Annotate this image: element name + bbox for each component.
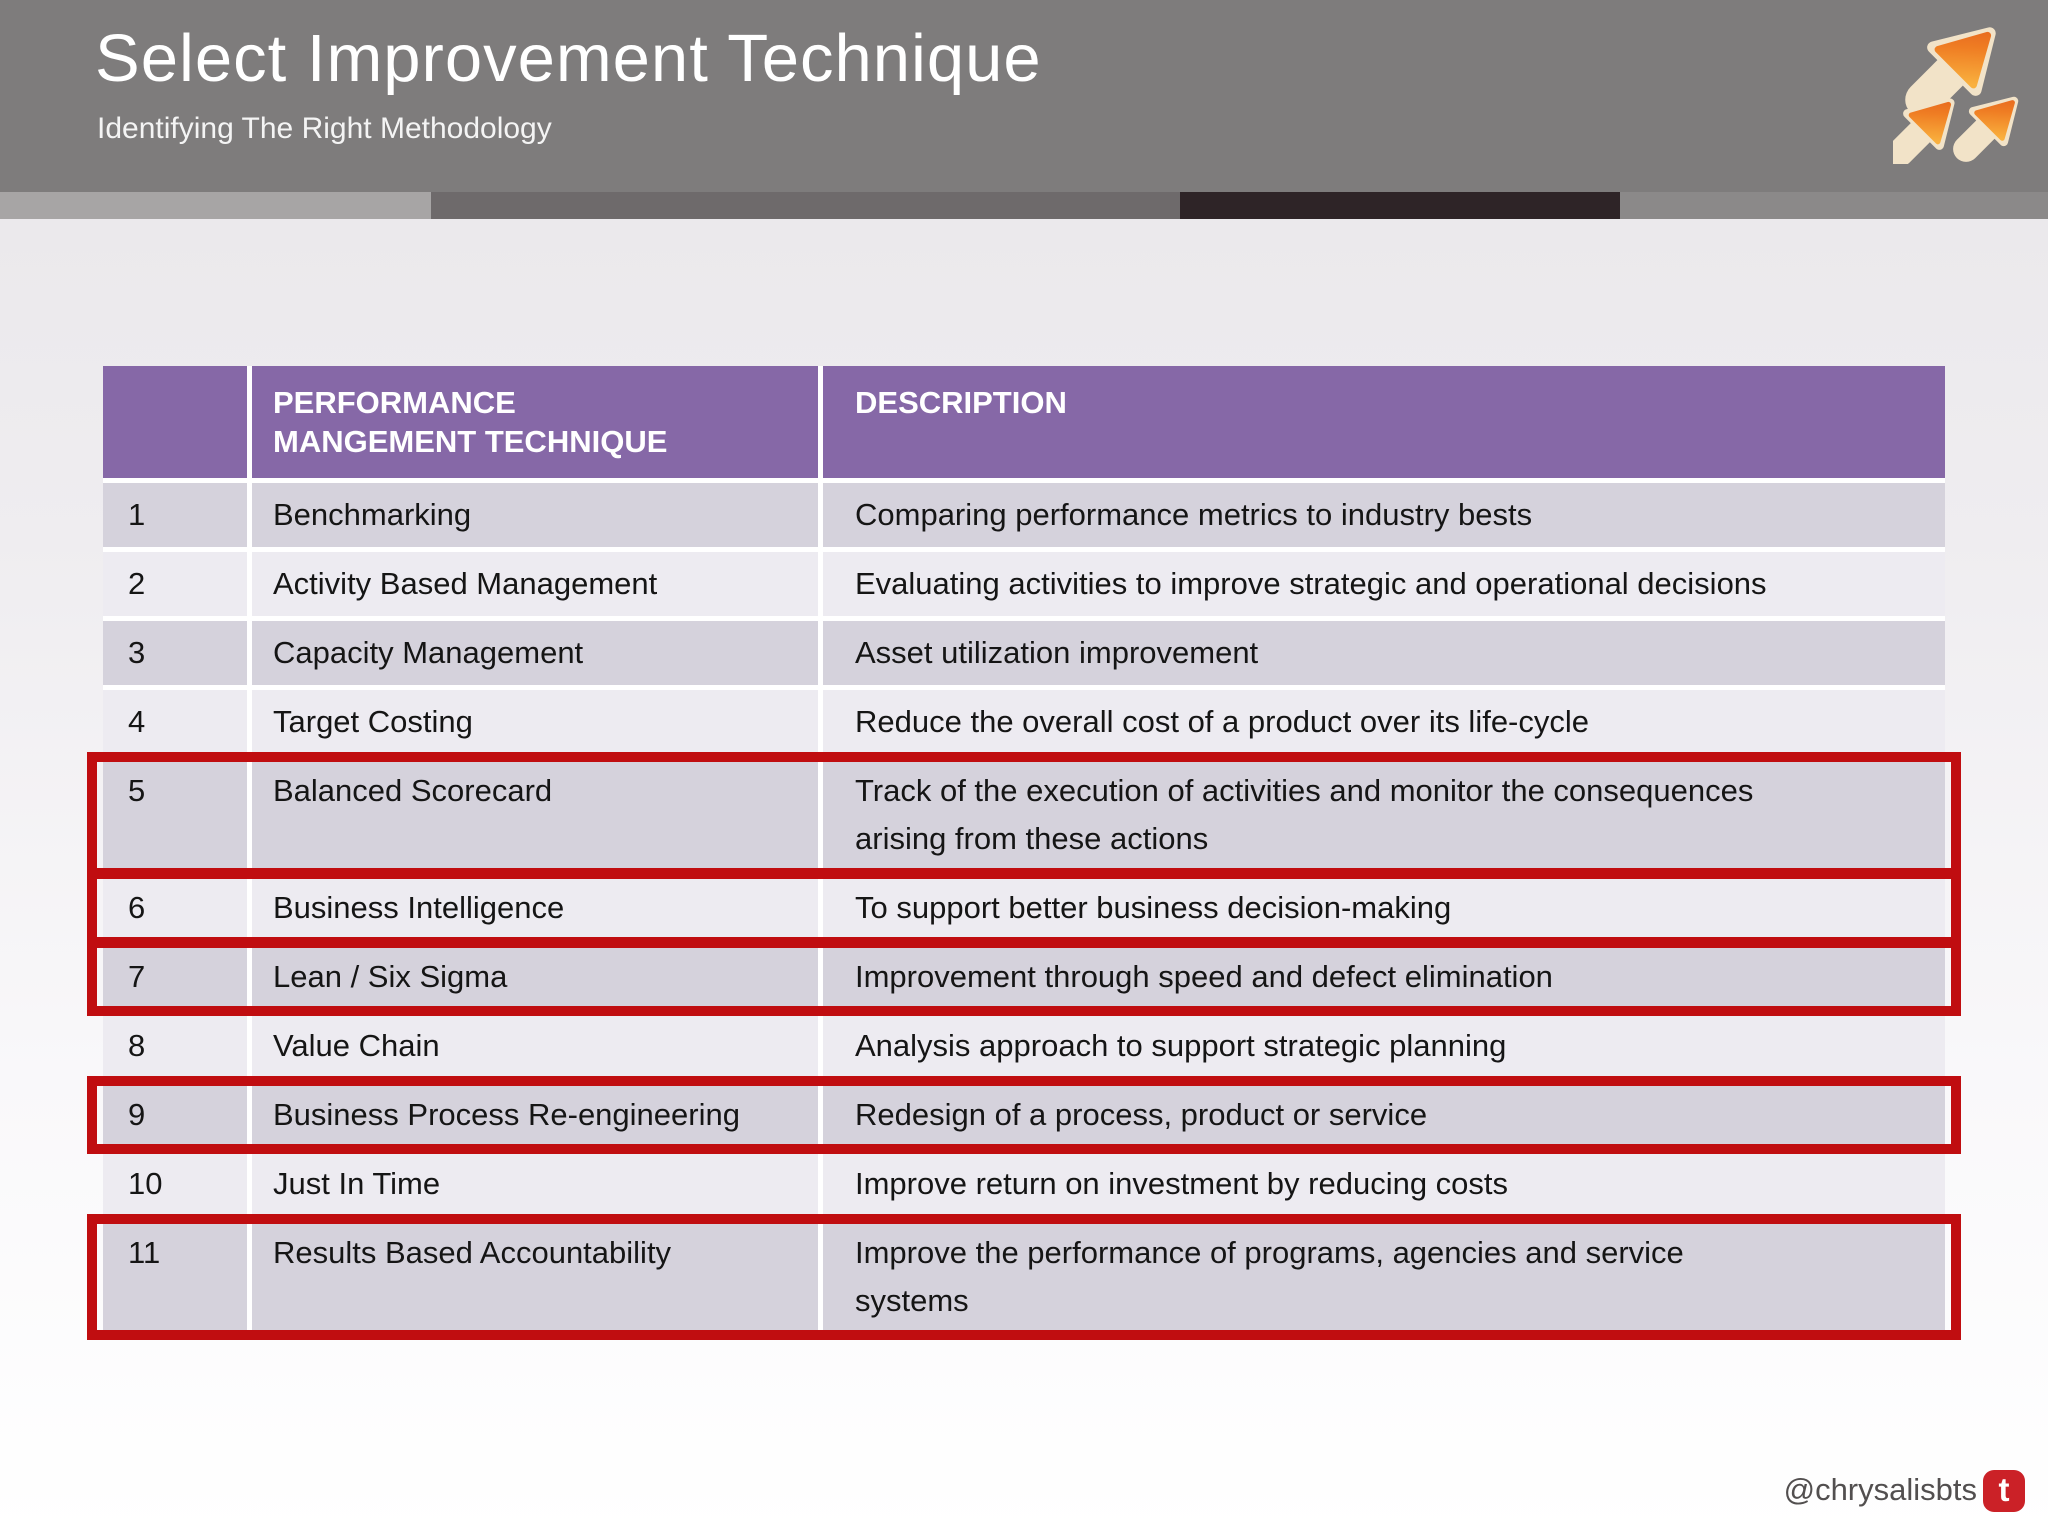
- row-description: Evaluating activities to improve strateg…: [823, 552, 1945, 616]
- row-number: 4: [103, 690, 247, 754]
- table-row: 10 Just In Time Improve return on investme…: [103, 1152, 1945, 1216]
- row-technique: Target Costing: [252, 690, 818, 754]
- header-description: DESCRIPTION: [823, 366, 1945, 478]
- row-number: 3: [103, 621, 247, 685]
- row-number: 1: [103, 483, 247, 547]
- row-description: Analysis approach to support strategic p…: [823, 1014, 1945, 1078]
- row-description: Improvement through speed and defect eli…: [823, 945, 1945, 1009]
- banner-strip-segment: [1620, 192, 2048, 219]
- table-body: 1 Benchmarking Comparing performance metri…: [87, 483, 1961, 1340]
- row-number: 2: [103, 552, 247, 616]
- row-description: Track of the execution of activities and…: [823, 759, 1945, 871]
- table-row: 3 Capacity Management Asset utilization im…: [103, 621, 1945, 685]
- row-technique: Value Chain: [252, 1014, 818, 1078]
- row-description: Reduce the overall cost of a product ove…: [823, 690, 1945, 754]
- page-title: Select Improvement Technique: [95, 21, 1042, 96]
- table-row: 7 Lean / Six Sigma Improvement through spe…: [87, 938, 1961, 1016]
- header-banner: Select Improvement Technique Identifying…: [0, 0, 2048, 192]
- row-description: Improve return on investment by reducing…: [823, 1152, 1945, 1216]
- table-row: 2 Activity Based Management Evaluating act…: [103, 552, 1945, 616]
- header-technique: PERFORMANCE MANGEMENT TECHNIQUE: [252, 366, 818, 478]
- table-row: 4 Target Costing Reduce the overall cost o…: [103, 690, 1945, 754]
- small-arrow-right-icon: [1951, 86, 2028, 164]
- table-row: 11 Results Based Accountability Improve th…: [87, 1214, 1961, 1340]
- row-description: Redesign of a process, product or servic…: [823, 1083, 1945, 1147]
- row-description: Asset utilization improvement: [823, 621, 1945, 685]
- banner-strip-segment: [1180, 192, 1620, 219]
- banner-strip-segment: [0, 192, 431, 219]
- row-number: 11: [103, 1221, 247, 1333]
- row-number: 5: [103, 759, 247, 871]
- row-technique: Activity Based Management: [252, 552, 818, 616]
- row-number: 10: [103, 1152, 247, 1216]
- row-technique: Business Intelligence: [252, 876, 818, 940]
- row-technique: Business Process Re-engineering: [252, 1083, 818, 1147]
- banner-strip-segment: [431, 192, 1180, 219]
- header-index: [103, 366, 247, 478]
- row-description: To support better business decision-maki…: [823, 876, 1945, 940]
- row-technique: Benchmarking: [252, 483, 818, 547]
- table-header-row: PERFORMANCE MANGEMENT TECHNIQUE DESCRIPT…: [103, 366, 1945, 478]
- table-row: 1 Benchmarking Comparing performance metri…: [103, 483, 1945, 547]
- row-number: 6: [103, 876, 247, 940]
- row-number: 9: [103, 1083, 247, 1147]
- row-description: Comparing performance metrics to industr…: [823, 483, 1945, 547]
- growth-arrows-logo: [1893, 4, 2028, 164]
- row-number: 8: [103, 1014, 247, 1078]
- table-row: 6 Business Intelligence To support better …: [87, 869, 1961, 947]
- table-row: 9 Business Process Re-engineering Redesign…: [87, 1076, 1961, 1154]
- row-technique: Results Based Accountability: [252, 1221, 818, 1333]
- techniques-table: PERFORMANCE MANGEMENT TECHNIQUE DESCRIPT…: [87, 366, 1961, 1340]
- row-technique: Just In Time: [252, 1152, 818, 1216]
- row-description: Improve the performance of programs, age…: [823, 1221, 1945, 1333]
- page-subtitle: Identifying The Right Methodology: [97, 112, 552, 145]
- table-row: 8 Value Chain Analysis approach to support…: [103, 1014, 1945, 1078]
- row-number: 7: [103, 945, 247, 1009]
- twitter-icon: t: [1983, 1470, 2025, 1512]
- social-handle: @chrysalisbts: [1783, 1472, 1977, 1507]
- row-technique: Balanced Scorecard: [252, 759, 818, 871]
- row-technique: Lean / Six Sigma: [252, 945, 818, 1009]
- row-technique: Capacity Management: [252, 621, 818, 685]
- table-row: 5 Balanced Scorecard Track of the executio…: [87, 752, 1961, 878]
